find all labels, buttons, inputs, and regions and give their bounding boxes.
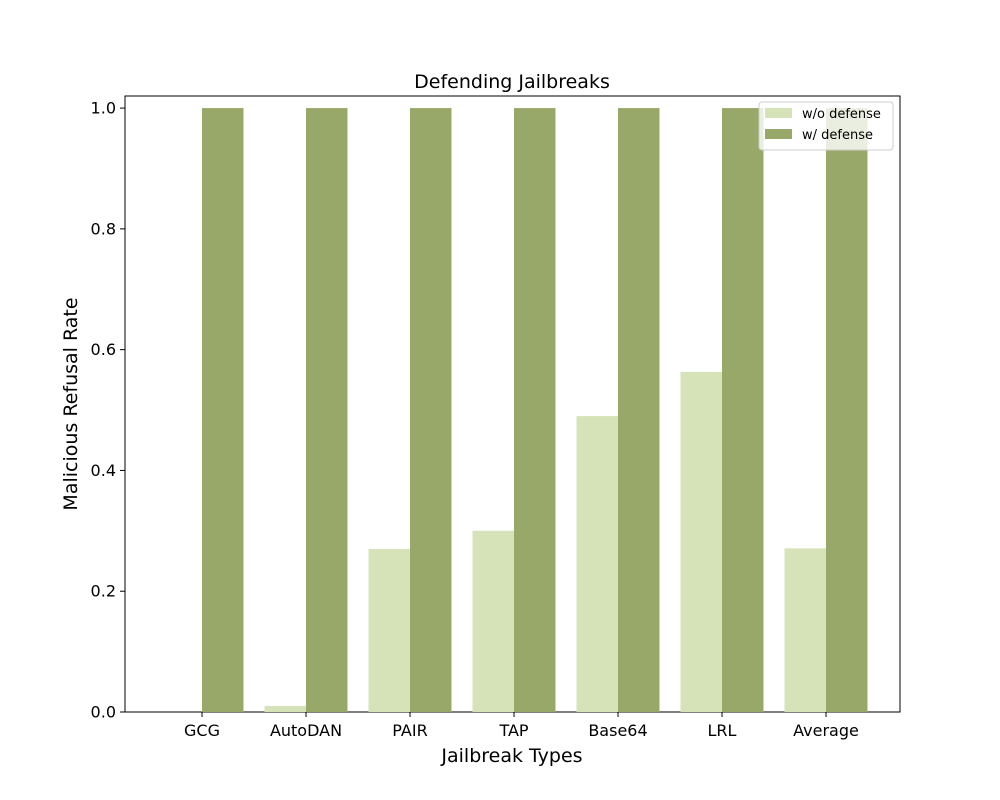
y-tick-label: 0.2: [91, 582, 116, 601]
y-tick-label: 0.6: [91, 340, 116, 359]
chart-title: Defending Jailbreaks: [414, 71, 610, 93]
bar-with-defense-gcg: [202, 108, 244, 712]
bar-without-defense-pair: [368, 548, 410, 712]
x-tick-label: GCG: [184, 721, 220, 740]
bar-with-defense-tap: [514, 108, 556, 712]
legend: w/o defense w/ defense: [758, 101, 894, 151]
x-tick-label: TAP: [498, 721, 528, 740]
x-tick-label: LRL: [708, 721, 737, 740]
bar-without-defense-base64: [576, 416, 618, 712]
y-tick-label: 0.8: [91, 219, 116, 238]
legend-label: w/o defense: [802, 107, 881, 122]
legend-label: w/ defense: [802, 128, 873, 143]
legend-swatch: [765, 129, 792, 139]
x-tick-label: Base64: [588, 721, 647, 740]
x-axis-label: Jailbreak Types: [440, 745, 582, 767]
bar-with-defense-average: [826, 108, 868, 712]
x-axis: GCG AutoDAN PAIR TAP Base64 LRL Average: [184, 712, 859, 740]
y-axis-label: Malicious Refusal Rate: [60, 297, 82, 510]
legend-swatch: [765, 108, 792, 118]
y-axis: 0.0 0.2 0.4 0.6 0.8 1.0: [91, 99, 125, 722]
bar-without-defense-average: [784, 548, 826, 712]
x-tick-label: AutoDAN: [270, 721, 342, 740]
bar-with-defense-pair: [410, 108, 452, 712]
x-tick-label: Average: [793, 721, 859, 740]
y-tick-label: 1.0: [91, 99, 116, 118]
x-tick-label: PAIR: [392, 721, 427, 740]
bars-layer: [202, 108, 868, 712]
y-tick-label: 0.4: [91, 461, 116, 480]
bar-without-defense-tap: [472, 530, 514, 712]
bar-with-defense-base64: [618, 108, 660, 712]
y-tick-label: 0.0: [91, 703, 116, 722]
bar-without-defense-lrl: [680, 371, 722, 712]
legend-box: [758, 101, 894, 151]
bar-with-defense-lrl: [722, 108, 764, 712]
bar-with-defense-autodan: [306, 108, 348, 712]
bar-without-defense-autodan: [264, 705, 306, 712]
